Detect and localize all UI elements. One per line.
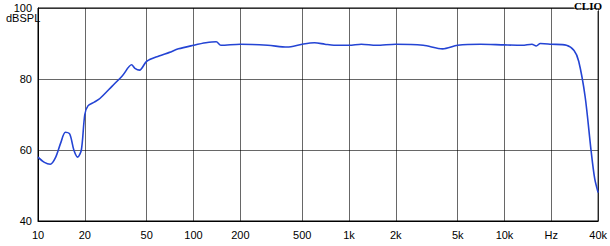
svg-text:100: 100: [14, 2, 32, 14]
svg-text:dBSPL: dBSPL: [6, 11, 41, 24]
svg-text:20: 20: [79, 229, 91, 241]
svg-text:Hz: Hz: [545, 229, 558, 241]
svg-text:1k: 1k: [343, 229, 355, 241]
svg-text:500: 500: [293, 229, 311, 241]
svg-text:CLIO: CLIO: [574, 0, 603, 12]
svg-text:100: 100: [184, 229, 202, 241]
svg-text:40k: 40k: [589, 229, 607, 241]
svg-text:80: 80: [20, 73, 32, 85]
svg-text:10k: 10k: [496, 229, 514, 241]
svg-text:10: 10: [32, 229, 44, 241]
svg-text:2k: 2k: [390, 229, 402, 241]
svg-text:50: 50: [141, 229, 153, 241]
svg-text:40: 40: [20, 215, 32, 227]
svg-text:5k: 5k: [452, 229, 464, 241]
svg-text:60: 60: [20, 144, 32, 156]
svg-text:200: 200: [231, 229, 249, 241]
